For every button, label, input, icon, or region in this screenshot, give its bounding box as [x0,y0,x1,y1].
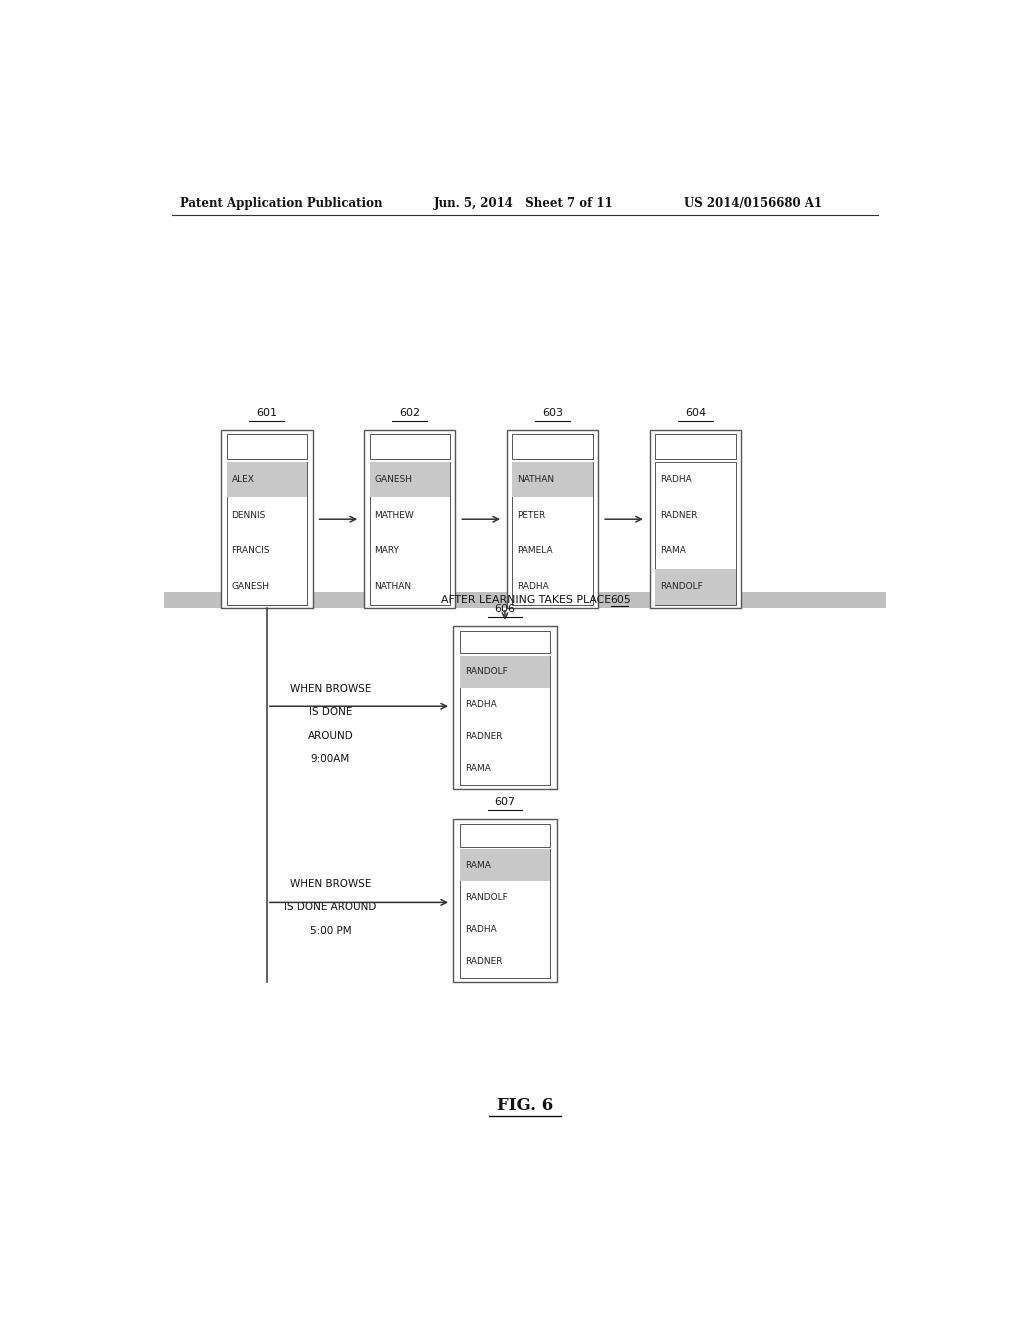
Text: AROUND: AROUND [307,731,353,741]
Bar [460,849,550,978]
Text: RADHA: RADHA [465,700,497,709]
Bar [512,462,593,498]
Bar [226,434,307,459]
Bar [655,434,735,459]
Text: RADHA: RADHA [465,925,497,935]
Text: NATHAN: NATHAN [517,475,554,484]
Bar [507,430,598,609]
Text: GANESH: GANESH [231,582,269,591]
Text: RADNER: RADNER [465,957,503,966]
Bar [655,569,735,605]
Bar [512,462,593,605]
Text: RAMA: RAMA [660,546,686,556]
Text: RADHA: RADHA [517,582,549,591]
Bar [460,824,550,846]
Text: RADHA: RADHA [660,475,692,484]
Text: IS DONE AROUND: IS DONE AROUND [285,903,377,912]
Text: 605: 605 [610,595,631,605]
Text: GANESH: GANESH [375,475,413,484]
Text: MATHEW: MATHEW [375,511,414,520]
Bar [460,656,550,688]
Bar [226,462,307,498]
Text: MARY: MARY [375,546,399,556]
Text: FIG. 6: FIG. 6 [497,1097,553,1114]
Text: RADNER: RADNER [660,511,697,520]
Bar [370,462,450,498]
Text: Jun. 5, 2014   Sheet 7 of 11: Jun. 5, 2014 Sheet 7 of 11 [433,197,613,210]
Text: RADNER: RADNER [465,731,503,741]
Text: RANDOLF: RANDOLF [660,582,702,591]
Text: US 2014/0156680 A1: US 2014/0156680 A1 [684,197,821,210]
Bar [164,593,886,607]
Text: NATHAN: NATHAN [375,582,412,591]
Bar [370,462,450,605]
Bar [221,430,312,609]
Bar [512,434,593,459]
Text: Patent Application Publication: Patent Application Publication [179,197,382,210]
Text: RANDOLF: RANDOLF [465,892,508,902]
Text: DENNIS: DENNIS [231,511,266,520]
Bar [460,631,550,653]
Text: PETER: PETER [517,511,546,520]
Text: RAMA: RAMA [465,861,490,870]
Bar [655,462,735,605]
Text: 603: 603 [542,408,563,418]
Text: PAMELA: PAMELA [517,546,553,556]
Bar [460,849,550,882]
Text: WHEN BROWSE: WHEN BROWSE [290,879,371,890]
Text: 601: 601 [256,408,278,418]
Text: FRANCIS: FRANCIS [231,546,270,556]
Text: 602: 602 [399,408,420,418]
Bar [226,462,307,605]
Text: RANDOLF: RANDOLF [465,668,508,676]
Bar [370,434,450,459]
Text: WHEN BROWSE: WHEN BROWSE [290,684,371,694]
Text: RAMA: RAMA [465,764,490,774]
Text: 604: 604 [685,408,706,418]
Bar [454,818,557,982]
Text: 607: 607 [495,797,515,807]
Bar [650,430,741,609]
Text: AFTER LEARNING TAKES PLACE: AFTER LEARNING TAKES PLACE [441,595,618,605]
Text: 5:00 PM: 5:00 PM [309,925,351,936]
Text: ALEX: ALEX [231,475,254,484]
Bar [460,656,550,784]
Bar [365,430,456,609]
Text: IS DONE: IS DONE [308,708,352,717]
Text: 606: 606 [495,603,515,614]
Text: 9:00AM: 9:00AM [310,754,350,764]
Bar [454,626,557,788]
